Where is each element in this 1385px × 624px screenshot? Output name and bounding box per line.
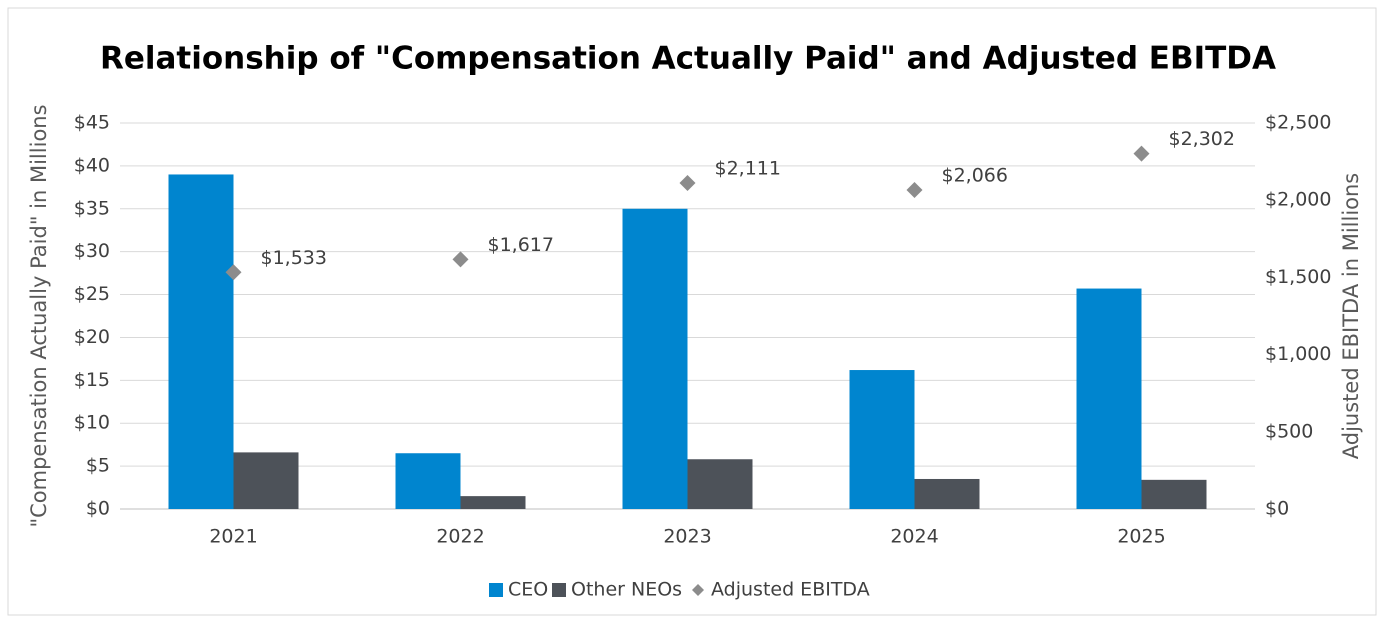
ebitda-marker (1133, 145, 1150, 162)
data-label: $2,066 (942, 165, 1008, 187)
bar (233, 452, 299, 509)
y2-tick-label: $2,000 (1265, 189, 1331, 211)
ebitda-marker (679, 175, 696, 192)
y-tick-label: $40 (74, 154, 110, 176)
chart-border (7, 7, 1377, 616)
bar (168, 174, 234, 509)
y2-tick-label: $1,000 (1265, 343, 1331, 365)
bar (1141, 479, 1207, 509)
ebitda-marker (452, 251, 469, 268)
y2-tick-label: $0 (1265, 498, 1289, 520)
data-label: $2,111 (715, 158, 781, 180)
data-label: $1,617 (488, 234, 554, 256)
bar (914, 478, 980, 509)
legend-marker (489, 583, 503, 597)
y-tick-label: $5 (86, 455, 110, 477)
x-tick-label: 2021 (209, 526, 257, 548)
bar (622, 208, 688, 509)
y-tick-label: $35 (74, 197, 110, 219)
y-axis-label: "Compensation Actually Paid" in Millions (27, 104, 51, 527)
y2-tick-label: $1,500 (1265, 266, 1331, 288)
bar (395, 453, 461, 509)
y-tick-label: $30 (74, 240, 110, 262)
y2-tick-label: $2,500 (1265, 112, 1331, 134)
bar (849, 370, 915, 509)
data-label: $1,533 (261, 247, 327, 269)
bar (460, 496, 526, 509)
y-tick-label: $45 (74, 112, 110, 134)
x-tick-label: 2023 (663, 526, 711, 548)
legend-label: Adjusted EBITDA (711, 579, 870, 601)
bar (1076, 288, 1142, 509)
bar (687, 459, 753, 509)
y-tick-label: $0 (86, 498, 110, 520)
chart-title: Relationship of "Compensation Actually P… (100, 41, 1276, 77)
legend-label: Other NEOs (571, 579, 682, 601)
y-tick-label: $20 (74, 326, 110, 348)
legend-label: CEO (508, 579, 548, 601)
legend-marker (692, 584, 704, 596)
x-tick-label: 2024 (890, 526, 938, 548)
ebitda-marker (225, 264, 242, 281)
y2-tick-label: $500 (1265, 420, 1313, 442)
y2-axis-label: Adjusted EBITDA in Millions (1339, 173, 1363, 459)
y-tick-label: $25 (74, 283, 110, 305)
data-label: $2,302 (1169, 128, 1235, 150)
y-tick-label: $15 (74, 369, 110, 391)
y-tick-label: $10 (74, 412, 110, 434)
ebitda-marker (906, 182, 923, 199)
x-tick-label: 2022 (436, 526, 484, 548)
x-tick-label: 2025 (1117, 526, 1165, 548)
legend-marker (552, 583, 566, 597)
